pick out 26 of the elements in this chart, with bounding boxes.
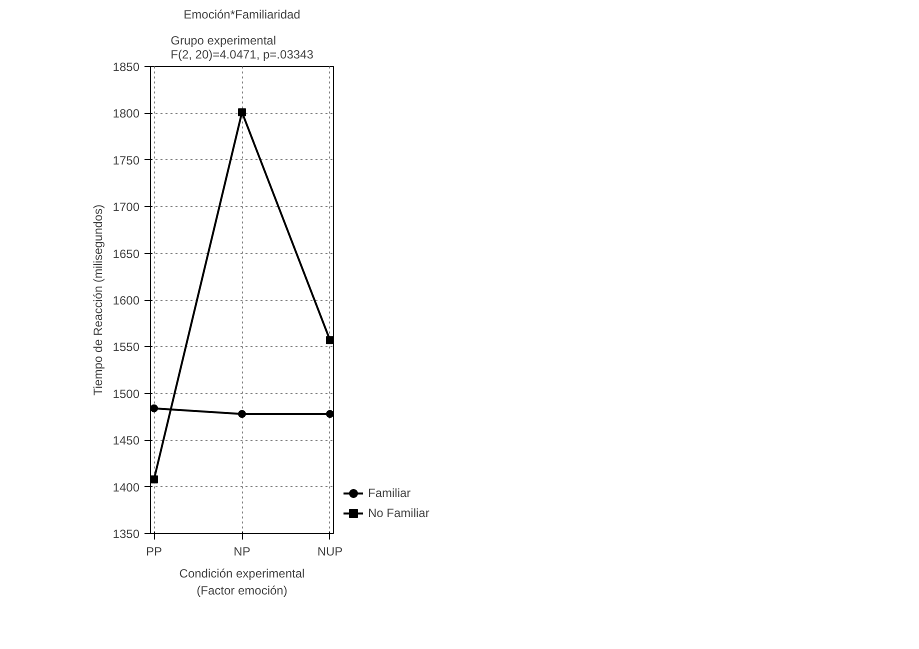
y-tick-label: 1500 [112, 386, 140, 401]
legend-label: Familiar [368, 486, 411, 500]
chart-title: Emoción*Familiaridad [184, 8, 300, 22]
point [238, 108, 246, 116]
x-tick-label: NP [234, 544, 250, 558]
y-tick-label: 1450 [112, 434, 140, 448]
y-tick-label: 1650 [112, 246, 140, 261]
point [238, 410, 246, 418]
x-tick-label: PP [146, 544, 162, 558]
point [326, 336, 334, 344]
legend-label: No Familiar [368, 506, 430, 520]
y-tick-label: 1350 [112, 527, 140, 541]
x-axis-title: Condición experimental (Factor emoción) [179, 566, 305, 598]
y-tick-label: 1600 [112, 294, 140, 308]
x-tick-label: NUP [317, 544, 343, 558]
y-tick-label: 1700 [112, 200, 140, 214]
y-tick-label: 1800 [112, 106, 140, 121]
y-tick-label: 1850 [112, 60, 140, 74]
point [150, 475, 158, 484]
point [326, 410, 334, 418]
chart-subtitle: Grupo experimental F(2, 20)=4.0471, p=.03343 [170, 34, 314, 62]
y-tick-label: 1750 [112, 153, 140, 168]
y-tick-label: 1550 [112, 340, 140, 354]
y-axis-title: Tiempo de Reacción (milisegundos) [90, 204, 105, 396]
point [150, 404, 158, 412]
y-tick-label: 1400 [112, 480, 140, 494]
